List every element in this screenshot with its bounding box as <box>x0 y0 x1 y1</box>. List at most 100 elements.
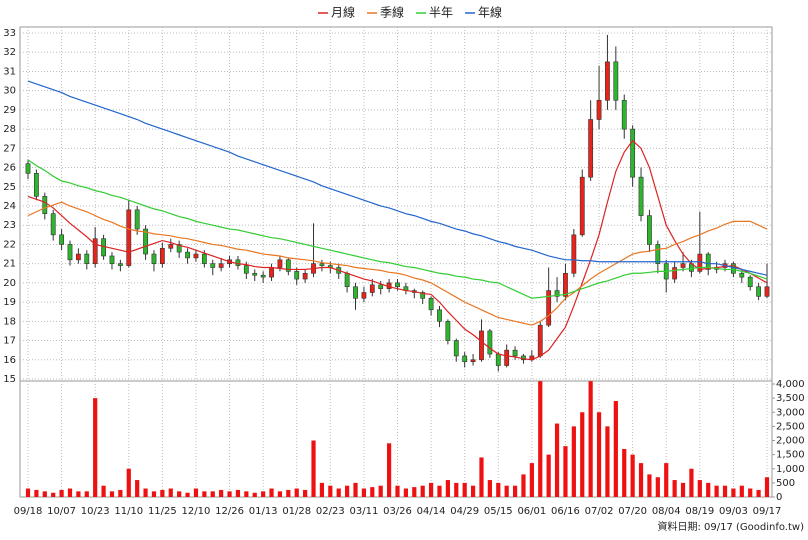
candle-body <box>143 228 148 255</box>
candle-body <box>512 349 518 357</box>
volume-bar <box>437 485 442 497</box>
x-tick-label: 05/15 <box>484 506 513 517</box>
x-tick-label: 03/11 <box>349 506 378 517</box>
volume-bar <box>185 492 190 497</box>
candle-body <box>126 209 132 266</box>
candle-body <box>210 263 216 268</box>
candle-body <box>302 272 308 280</box>
candle-body <box>487 330 493 355</box>
candle-body <box>185 251 190 259</box>
volume-bar <box>680 482 686 497</box>
candle-body <box>588 119 594 178</box>
y2-tick-label: 3,500 <box>776 393 805 404</box>
volume-bar <box>319 482 325 497</box>
candle-body <box>109 255 115 264</box>
volume-bar <box>235 489 241 497</box>
volume-bar <box>395 485 400 497</box>
volume-bar <box>286 489 291 497</box>
candle-body <box>134 209 140 230</box>
x-tick-label: 04/29 <box>450 506 479 517</box>
candle-body <box>638 176 644 216</box>
volume-bar <box>664 463 669 497</box>
candle-body <box>672 267 678 280</box>
volume-bar <box>269 488 274 497</box>
volume-bar <box>51 492 56 497</box>
y2-tick-label: 0 <box>776 492 782 503</box>
volume-bar <box>504 485 509 497</box>
volume-bar <box>168 488 173 497</box>
y-tick-label: 24 <box>3 201 16 212</box>
volume-bar <box>739 485 744 497</box>
volume-bar <box>496 482 501 497</box>
x-tick-label: 02/23 <box>316 506 345 517</box>
x-tick-label: 01/13 <box>249 506 278 517</box>
volume-bar <box>764 477 770 497</box>
candle-body <box>647 215 652 245</box>
candle-body <box>571 234 577 274</box>
y-tick-label: 32 <box>3 47 16 58</box>
y-tick-label: 21 <box>3 259 16 270</box>
volume-bar <box>244 491 249 497</box>
candle-body <box>285 259 291 272</box>
volume-bar <box>605 426 610 497</box>
y2-tick-label: 1,000 <box>776 464 805 475</box>
y-tick-label: 17 <box>3 336 16 347</box>
candle-body <box>756 286 762 297</box>
volume-bar <box>622 448 627 497</box>
volume-bar <box>294 488 299 497</box>
x-tick-label: 06/01 <box>517 506 546 517</box>
candle-body <box>201 253 207 264</box>
legend-label: 半年 <box>429 6 453 20</box>
candle-body <box>705 253 711 270</box>
x-tick-label: 12/26 <box>215 506 244 517</box>
y-tick-label: 26 <box>3 163 16 174</box>
x-tick-label: 11/25 <box>148 506 177 517</box>
candle-body <box>630 128 636 178</box>
candle-body <box>554 290 560 297</box>
y-tick-label: 28 <box>3 124 16 135</box>
volume-bar <box>731 488 736 497</box>
legend-label: 年線 <box>478 5 502 20</box>
candle-body <box>680 263 686 268</box>
volume-bar <box>512 485 518 497</box>
candle-body <box>739 272 745 278</box>
candle-body <box>621 99 627 130</box>
volume-bar <box>588 381 593 497</box>
volume-bar <box>748 488 753 497</box>
x-tick-label: 07/02 <box>585 506 614 517</box>
ma-line <box>27 139 768 361</box>
y-tick-label: 31 <box>3 66 16 77</box>
volume-bar <box>546 454 551 497</box>
volume-bar <box>689 468 694 497</box>
x-tick-label: 10/07 <box>47 506 76 517</box>
candle-body <box>395 282 400 288</box>
volume-bar <box>672 480 677 497</box>
volume-bar <box>311 440 316 497</box>
candle-body <box>596 99 602 120</box>
volume-bar <box>454 482 459 497</box>
candle-body <box>764 286 770 297</box>
candle-body <box>84 253 90 264</box>
candle-body <box>579 176 585 236</box>
candle-body <box>479 330 484 361</box>
candle-body <box>613 61 619 101</box>
volume-bar <box>277 491 283 497</box>
volume-bar <box>462 482 467 497</box>
candle-body <box>235 259 241 266</box>
candle-body <box>445 321 451 341</box>
candle-body <box>33 173 39 197</box>
y-tick-label: 16 <box>3 355 16 366</box>
volume-bar <box>630 454 635 497</box>
volume-bar <box>445 480 450 497</box>
candle-body <box>378 284 384 289</box>
legend-label: 月線 <box>331 5 355 20</box>
volume-bar <box>109 491 115 497</box>
volume-bar <box>538 381 543 497</box>
volume-bar <box>177 491 182 497</box>
volume-bar <box>135 480 140 497</box>
volume-bar <box>118 489 123 497</box>
candle-body <box>437 309 442 322</box>
volume-bar <box>378 485 383 497</box>
candle-body <box>193 253 199 259</box>
